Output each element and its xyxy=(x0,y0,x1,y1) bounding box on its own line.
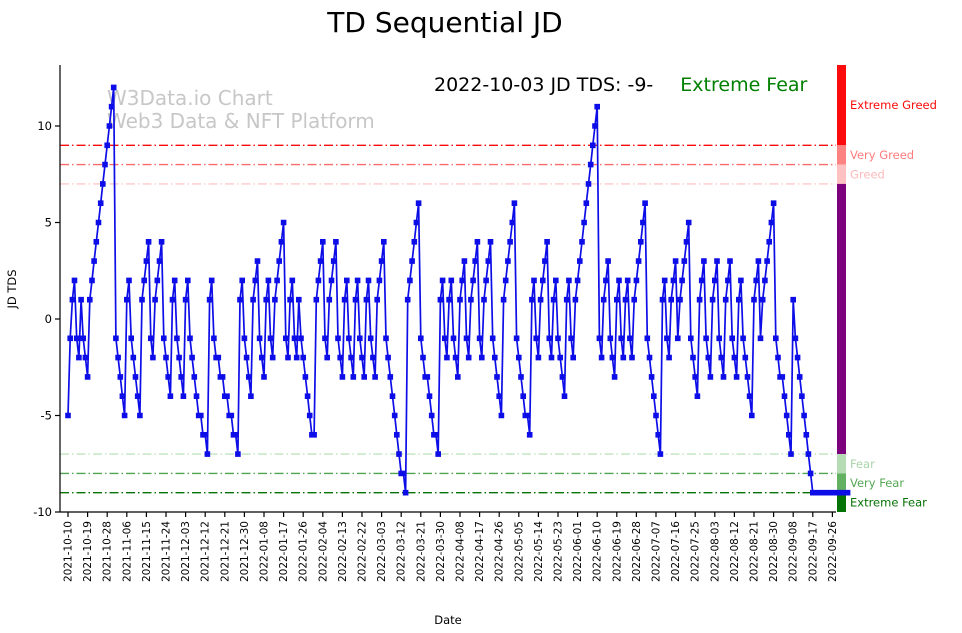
x-tick-label: 2022-03-03 xyxy=(376,521,388,582)
x-tick-label: 2021-11-06 xyxy=(121,521,133,582)
x-tick-label: 2021-10-19 xyxy=(82,521,94,582)
colorbar-segment-extreme-greed xyxy=(837,65,846,146)
x-tick-label: 2022-06-10 xyxy=(592,521,604,582)
y-tick-label: 5 xyxy=(45,216,52,230)
x-tick-label: 2022-09-17 xyxy=(807,521,819,582)
page-title: TD Sequential JD xyxy=(327,6,563,39)
colorbar-label: Very Greed xyxy=(850,148,914,162)
watermark-line1: W3Data.io Chart xyxy=(107,86,273,110)
colorbar-label: Fear xyxy=(850,457,875,471)
x-tick-label: 2022-01-26 xyxy=(298,521,310,582)
x-tick-label: 2022-02-22 xyxy=(357,521,369,582)
x-tick-label: 2021-12-12 xyxy=(200,521,212,582)
x-tick-label: 2022-08-03 xyxy=(709,521,721,582)
x-tick-label: 2022-01-17 xyxy=(278,521,290,582)
y-tick-label: 10 xyxy=(37,119,52,133)
watermark-line2: Web3 Data & NFT Platform xyxy=(107,109,375,133)
x-tick-label: 2022-07-16 xyxy=(670,521,682,582)
colorbar-segment-extreme-fear xyxy=(837,492,846,512)
x-tick-label: 2022-07-07 xyxy=(651,521,663,582)
colorbar-label: Extreme Fear xyxy=(850,495,927,509)
x-tick-label: 2022-03-30 xyxy=(435,521,447,582)
x-tick-label: 2022-05-14 xyxy=(533,521,545,582)
y-tick-label: -5 xyxy=(41,409,52,423)
x-tick-label: 2022-02-04 xyxy=(317,521,329,582)
x-tick-label: 2021-12-21 xyxy=(219,521,231,582)
x-tick-label: 2022-05-23 xyxy=(553,521,565,582)
colorbar-label: Greed xyxy=(850,167,885,181)
x-tick-label: 2022-06-28 xyxy=(631,521,643,582)
y-axis-title: JD TDS xyxy=(5,269,19,309)
x-tick-label: 2021-12-30 xyxy=(239,521,251,582)
x-tick-label: 2021-11-15 xyxy=(141,521,153,582)
x-tick-label: 2022-02-13 xyxy=(337,521,349,582)
x-tick-label: 2022-08-12 xyxy=(729,521,741,582)
colorbar-segment-neutral xyxy=(837,183,846,455)
annotation-status: Extreme Fear xyxy=(680,74,808,96)
colorbar-segment-very-fear xyxy=(837,473,846,493)
x-tick-label: 2022-04-08 xyxy=(455,521,467,582)
x-tick-label: 2022-03-21 xyxy=(415,521,427,582)
x-tick-label: 2021-10-10 xyxy=(63,521,75,582)
x-tick-label: 2021-12-03 xyxy=(180,521,192,582)
x-tick-label: 2022-03-12 xyxy=(396,521,408,582)
series-line xyxy=(67,86,848,494)
x-tick-label: 2022-08-30 xyxy=(768,521,780,582)
annotation-date-value: 2022-10-03 JD TDS: -9- xyxy=(434,74,654,96)
x-tick-label: 2021-10-28 xyxy=(102,521,114,582)
latest-value-annotation: 2022-10-03 JD TDS: -9- Extreme Fear xyxy=(434,74,807,96)
x-tick-label: 2022-09-26 xyxy=(827,521,839,582)
x-axis-title: Date xyxy=(434,613,462,627)
colorbar-segment-greed xyxy=(837,164,846,184)
x-tick-label: 2022-07-25 xyxy=(690,521,702,582)
colorbar-label: Very Fear xyxy=(850,476,904,490)
x-tick-label: 2022-01-08 xyxy=(259,521,271,582)
y-tick-label: 0 xyxy=(45,312,52,326)
watermark: W3Data.io Chart Web3 Data & NFT Platform xyxy=(107,87,375,133)
x-tick-label: 2022-06-01 xyxy=(572,521,584,582)
colorbar-label: Extreme Greed xyxy=(850,98,937,112)
x-tick-label: 2022-08-21 xyxy=(749,521,761,582)
x-tick-label: 2022-09-08 xyxy=(788,521,800,582)
y-tick-label: -10 xyxy=(33,505,52,519)
x-tick-label: 2022-04-26 xyxy=(494,521,506,582)
series-markers xyxy=(65,84,851,496)
colorbar-segment-very-greed xyxy=(837,145,846,165)
x-tick-label: 2022-04-17 xyxy=(474,521,486,582)
x-tick-label: 2022-05-05 xyxy=(513,521,525,582)
colorbar-segment-fear xyxy=(837,454,846,474)
x-tick-label: 2021-11-24 xyxy=(161,521,173,582)
x-tick-label: 2022-06-19 xyxy=(611,521,623,582)
